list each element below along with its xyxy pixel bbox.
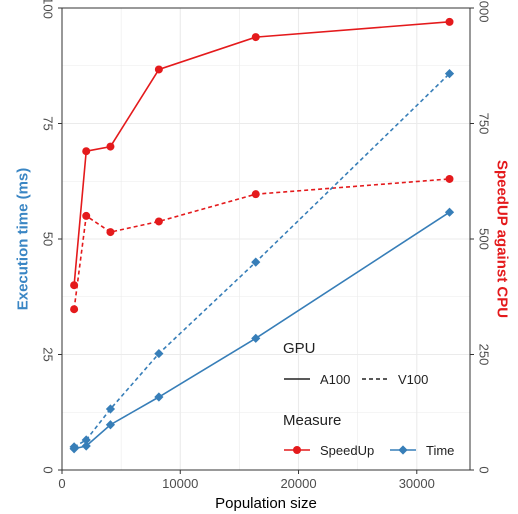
series-speedup-a100-point bbox=[106, 142, 115, 151]
y-left-tick-label: 100 bbox=[41, 0, 56, 19]
series-time-a100-point bbox=[105, 420, 116, 430]
series-layer bbox=[69, 17, 455, 454]
grid bbox=[61, 7, 470, 471]
y-left-tick-label: 25 bbox=[41, 347, 56, 361]
y-axis-right-title: SpeedUP against CPU bbox=[494, 160, 511, 318]
legend-gpu-title: GPU bbox=[283, 340, 316, 357]
legend-gpu-items: A100 V100 bbox=[284, 372, 428, 387]
series-time-v100-point bbox=[251, 257, 261, 267]
series-time-v100-point bbox=[154, 348, 164, 359]
legend-gpu-label: A100 bbox=[320, 372, 350, 387]
legend-gpu-label: V100 bbox=[398, 372, 428, 387]
x-tick-label: 10000 bbox=[162, 476, 198, 491]
legend-measure-label: Time bbox=[426, 443, 454, 458]
x-axis-title: Population size bbox=[215, 495, 317, 512]
y-right-tick-label: 500 bbox=[477, 228, 492, 250]
series-speedup-v100-point bbox=[106, 228, 115, 237]
series-speedup-a100-line bbox=[73, 21, 450, 286]
legend-measure-items: SpeedUp Time bbox=[284, 443, 454, 458]
series-speedup-v100-point bbox=[154, 217, 163, 226]
series-speedup-v100-point bbox=[445, 174, 454, 183]
series-time-v100-point bbox=[69, 442, 79, 452]
series-speedup-a100-point bbox=[70, 281, 79, 290]
x-tick-label: 20000 bbox=[280, 476, 316, 491]
series-time-v100-point bbox=[444, 69, 455, 79]
series-speedup-a100-point bbox=[154, 65, 163, 74]
legend: GPU A100 V100 Measure SpeedUp Time bbox=[283, 340, 454, 458]
series-time-a100-point bbox=[444, 207, 455, 217]
series-speedup-a100 bbox=[70, 17, 454, 290]
series-speedup-a100-point bbox=[445, 17, 454, 26]
series-speedup-v100-point bbox=[251, 190, 260, 199]
series-speedup-v100-point bbox=[82, 211, 91, 220]
series-speedup-a100-point bbox=[251, 33, 260, 42]
y-left-tick-label: 50 bbox=[41, 232, 56, 246]
x-tick-label: 30000 bbox=[399, 476, 435, 491]
series-speedup-a100-point bbox=[82, 147, 91, 156]
y-left-tick-label: 0 bbox=[41, 466, 56, 473]
series-speedup-v100-line bbox=[73, 178, 450, 310]
series-time-a100-point bbox=[251, 333, 261, 343]
y-right-tick-label: 250 bbox=[477, 344, 492, 366]
series-speedup-v100 bbox=[70, 174, 454, 314]
y-right-tick-label: 750 bbox=[477, 113, 492, 135]
series-time-v100-point bbox=[81, 435, 91, 445]
series-time-a100-point bbox=[154, 392, 164, 402]
y-left-tick-label: 75 bbox=[41, 116, 56, 130]
y-right-tick-label: 1000 bbox=[477, 0, 492, 22]
y-right-tick-label: 0 bbox=[477, 466, 492, 473]
y-axis-left-title: Execution time (ms) bbox=[15, 168, 32, 311]
series-time-v100 bbox=[69, 69, 455, 452]
series-time-v100-point bbox=[105, 404, 116, 414]
legend-measure-key-circle bbox=[293, 446, 301, 454]
legend-measure-key-diamond bbox=[398, 445, 408, 455]
series-time-a100-point bbox=[81, 441, 91, 451]
x-tick-label: 0 bbox=[58, 476, 65, 491]
legend-measure-label: SpeedUp bbox=[320, 443, 374, 458]
legend-measure-title: Measure bbox=[283, 412, 341, 429]
series-speedup-v100-point bbox=[70, 305, 79, 314]
